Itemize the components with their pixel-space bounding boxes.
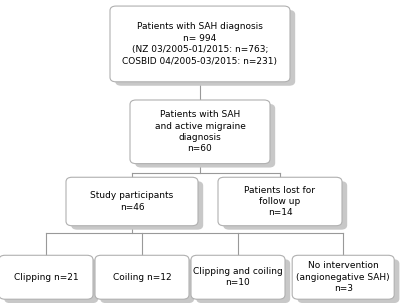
Text: Study participants
n=46: Study participants n=46 xyxy=(90,191,174,212)
FancyBboxPatch shape xyxy=(292,255,394,299)
Text: Coiling n=12: Coiling n=12 xyxy=(113,273,171,282)
FancyBboxPatch shape xyxy=(196,259,290,303)
FancyBboxPatch shape xyxy=(191,255,285,299)
Text: Patients with SAH
and active migraine
diagnosis
n=60: Patients with SAH and active migraine di… xyxy=(154,110,246,154)
FancyBboxPatch shape xyxy=(0,255,93,299)
FancyBboxPatch shape xyxy=(4,259,98,303)
FancyBboxPatch shape xyxy=(130,100,270,164)
Text: Patients with SAH diagnosis
n= 994
(NZ 03/2005-01/2015: n=763;
COSBID 04/2005-03: Patients with SAH diagnosis n= 994 (NZ 0… xyxy=(122,22,278,66)
Text: Clipping and coiling
n=10: Clipping and coiling n=10 xyxy=(193,267,283,288)
FancyBboxPatch shape xyxy=(135,104,275,168)
FancyBboxPatch shape xyxy=(223,181,347,230)
Text: No intervention
(angionegative SAH)
n=3: No intervention (angionegative SAH) n=3 xyxy=(296,261,390,293)
FancyBboxPatch shape xyxy=(115,10,295,86)
FancyBboxPatch shape xyxy=(100,259,194,303)
FancyBboxPatch shape xyxy=(71,181,203,230)
FancyBboxPatch shape xyxy=(110,6,290,82)
Text: Clipping n=21: Clipping n=21 xyxy=(14,273,78,282)
FancyBboxPatch shape xyxy=(218,177,342,226)
FancyBboxPatch shape xyxy=(95,255,189,299)
FancyBboxPatch shape xyxy=(66,177,198,226)
Text: Patients lost for
follow up
n=14: Patients lost for follow up n=14 xyxy=(244,185,316,218)
FancyBboxPatch shape xyxy=(297,259,399,303)
